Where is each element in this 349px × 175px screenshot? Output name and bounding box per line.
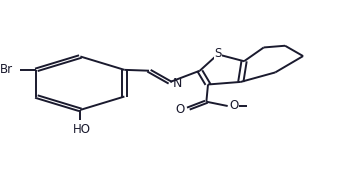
Text: Br: Br xyxy=(0,63,13,76)
Text: O: O xyxy=(229,99,239,112)
Text: N: N xyxy=(173,77,182,90)
Text: O: O xyxy=(175,103,184,116)
Text: S: S xyxy=(215,47,222,60)
Text: HO: HO xyxy=(73,123,91,136)
